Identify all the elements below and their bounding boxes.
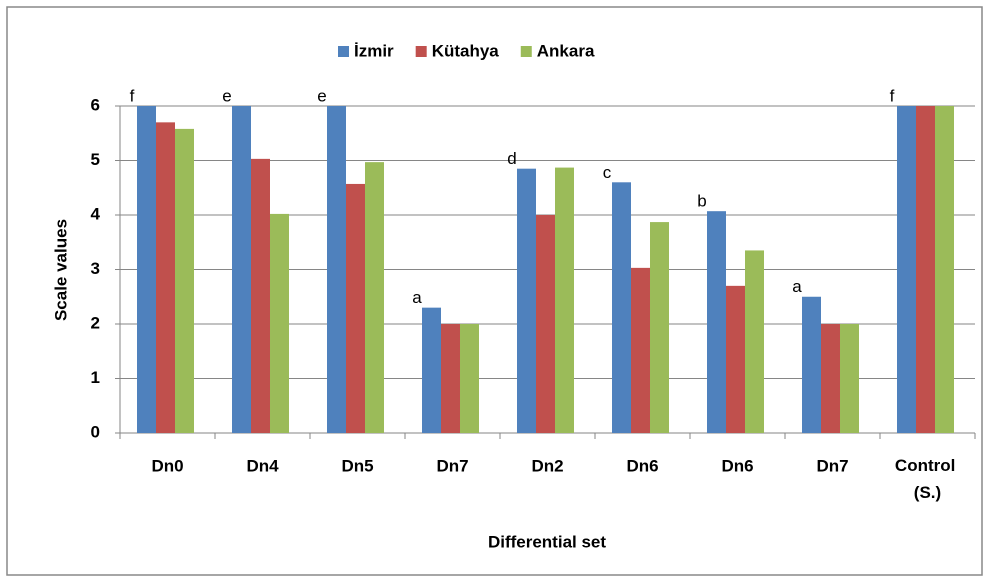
legend-swatch — [520, 46, 532, 57]
y-tick-label: 3 — [91, 259, 100, 278]
x-tick-label: Dn0 — [151, 456, 183, 475]
bar — [270, 213, 289, 433]
bar — [232, 106, 251, 433]
x-tick-label: Dn6 — [626, 456, 658, 475]
bar — [650, 222, 669, 433]
bar — [517, 168, 536, 434]
bar — [441, 324, 460, 433]
x-tick-label: Dn5 — [341, 456, 373, 475]
annotation: c — [603, 163, 612, 182]
bar — [821, 324, 840, 433]
y-tick-label: 5 — [91, 150, 100, 169]
x-tick-label: Dn6 — [721, 456, 753, 475]
bar — [175, 128, 194, 433]
bar — [327, 106, 346, 433]
annotation: a — [792, 277, 802, 296]
x-tick-label: Dn4 — [246, 456, 279, 475]
annotation: f — [130, 86, 135, 105]
bar — [802, 296, 821, 433]
bar — [365, 162, 384, 433]
bar — [726, 285, 745, 433]
bar — [935, 106, 954, 433]
legend-label: Ankara — [537, 41, 595, 60]
legend-swatch — [415, 46, 427, 57]
y-tick-label: 1 — [91, 368, 100, 387]
bar — [916, 106, 935, 433]
annotation: b — [697, 192, 706, 211]
bar — [137, 106, 156, 433]
y-tick-label: 0 — [91, 422, 100, 441]
bar — [631, 267, 650, 433]
y-axis-label: Scale values — [51, 219, 70, 321]
annotation: d — [507, 149, 516, 168]
y-tick-label: 2 — [91, 313, 100, 332]
legend-label: İzmir — [354, 41, 394, 60]
bar — [897, 106, 916, 433]
annotation: e — [317, 86, 326, 105]
bar — [612, 182, 631, 433]
legend-label: Kütahya — [432, 41, 500, 60]
bar — [460, 324, 479, 433]
x-tick-label: Dn7 — [436, 456, 468, 475]
bar — [156, 122, 175, 433]
bar — [251, 158, 270, 434]
bar — [840, 324, 859, 433]
annotation: a — [412, 288, 422, 307]
annotation: f — [890, 86, 895, 105]
x-tick-label: Dn2 — [531, 456, 563, 475]
bar — [346, 183, 365, 433]
bar — [422, 307, 441, 433]
bar — [707, 211, 726, 433]
bar — [555, 167, 574, 433]
x-axis-label: Differential set — [488, 532, 606, 551]
bar — [536, 215, 555, 433]
bar — [745, 250, 764, 433]
x-tick-label: Dn7 — [816, 456, 848, 475]
y-tick-label: 4 — [91, 204, 101, 223]
x-tick-label: Control (S.) — [895, 456, 960, 502]
legend-swatch — [338, 46, 349, 57]
annotation: e — [222, 86, 231, 105]
y-tick-label: 6 — [91, 95, 100, 114]
